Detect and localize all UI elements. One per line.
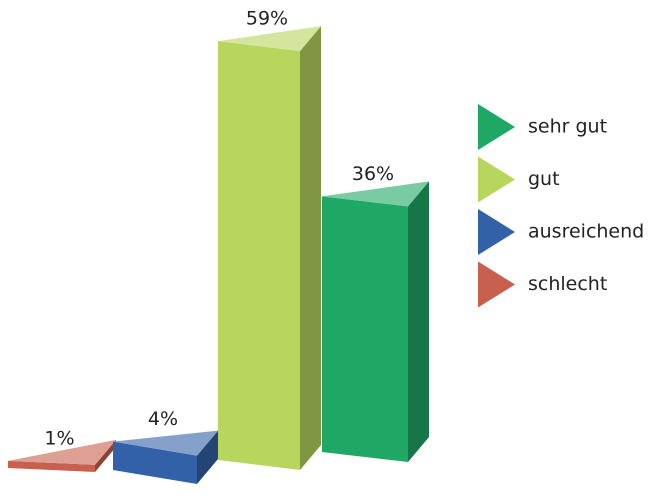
bar-front bbox=[8, 460, 95, 472]
legend-swatch bbox=[478, 156, 515, 203]
value-label: 1% bbox=[44, 427, 74, 449]
legend-label: ausreichend bbox=[528, 221, 644, 243]
bar-side bbox=[95, 439, 116, 472]
legend-swatch bbox=[478, 261, 515, 308]
legend-swatch bbox=[478, 104, 515, 150]
bar-side bbox=[408, 181, 429, 462]
bar-top bbox=[113, 430, 218, 456]
value-label: 4% bbox=[148, 408, 178, 430]
bar bbox=[218, 26, 321, 470]
legend-label: sehr gut bbox=[528, 116, 607, 138]
bar-top bbox=[218, 26, 321, 52]
bar-side bbox=[300, 26, 321, 470]
legend-label: schlecht bbox=[528, 273, 607, 295]
bar-top bbox=[322, 181, 429, 207]
bar-side bbox=[197, 430, 218, 484]
bar bbox=[8, 439, 116, 472]
value-label: 59% bbox=[246, 8, 288, 30]
bar-top bbox=[8, 439, 116, 465]
bar bbox=[322, 181, 429, 462]
legend-swatch bbox=[478, 209, 515, 255]
bar-front bbox=[322, 196, 408, 462]
bar-front bbox=[113, 441, 197, 484]
value-label: 36% bbox=[352, 163, 394, 185]
legend-label: gut bbox=[528, 168, 560, 190]
bar bbox=[113, 430, 218, 484]
bar-front bbox=[218, 41, 300, 470]
